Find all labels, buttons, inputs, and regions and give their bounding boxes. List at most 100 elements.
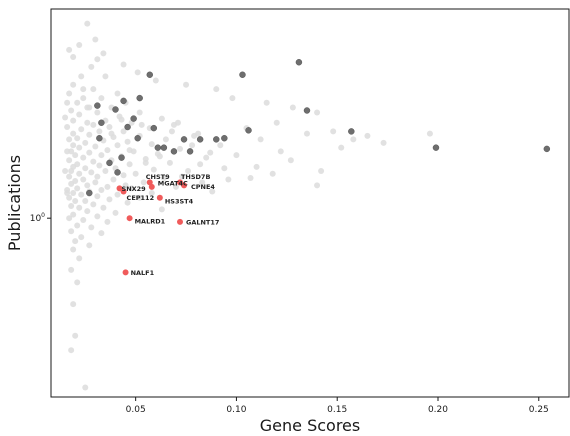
background-point-164 [233, 152, 240, 159]
background-point-190 [170, 121, 177, 128]
background-point-87 [225, 176, 232, 183]
background-point-115 [100, 204, 107, 211]
background-point-36 [86, 131, 93, 138]
highlight-point-24 [118, 154, 125, 161]
x-tick-label-0.25: 0.25 [529, 405, 549, 415]
y-tick-label-100: 100 [30, 212, 45, 224]
background-point-175 [314, 182, 321, 189]
background-point-184 [62, 168, 69, 175]
highlight-point-6 [432, 144, 440, 151]
background-point-163 [257, 136, 264, 143]
background-point-1 [70, 54, 77, 61]
background-point-92 [122, 182, 129, 189]
highlight-point-2 [239, 71, 246, 78]
background-point-96 [74, 185, 81, 192]
background-point-45 [148, 141, 155, 148]
background-point-145 [134, 69, 141, 76]
background-point-61 [203, 154, 210, 161]
background-point-90 [92, 179, 99, 186]
highlight-point-28 [124, 123, 131, 131]
background-point-166 [189, 142, 196, 149]
background-point-91 [68, 180, 75, 187]
background-point-173 [199, 179, 206, 186]
x-tick-label-0.20: 0.20 [428, 405, 448, 415]
background-point-83 [94, 173, 101, 180]
background-point-75 [68, 168, 75, 175]
background-point-79 [132, 170, 139, 177]
background-point-27 [90, 121, 97, 128]
background-point-18 [94, 109, 101, 116]
background-point-10 [80, 95, 87, 102]
background-point-99 [98, 186, 105, 193]
highlight-points [86, 59, 551, 197]
highlight-point-23 [96, 135, 103, 142]
y-axis-ticks: 100 [30, 212, 51, 224]
highlight-point-22 [134, 135, 141, 142]
gene-label-cep112: CEP112 [127, 194, 155, 202]
background-point-170 [269, 170, 276, 177]
highlight-point-13 [170, 148, 178, 155]
background-point-189 [138, 121, 145, 128]
background-point-11 [98, 95, 105, 102]
background-point-4 [78, 73, 85, 80]
background-point-139 [82, 384, 89, 391]
background-point-119 [112, 209, 119, 216]
background-point-86 [110, 176, 117, 183]
background-point-159 [380, 139, 387, 146]
background-point-183 [64, 148, 71, 155]
background-point-49 [92, 143, 99, 150]
background-point-8 [114, 90, 121, 97]
highlight-point-14 [186, 148, 194, 155]
background-point-112 [124, 199, 131, 206]
background-point-122 [66, 215, 73, 222]
background-point-123 [80, 216, 87, 223]
highlight-point-12 [160, 144, 168, 151]
background-point-165 [197, 161, 204, 168]
background-point-110 [82, 198, 89, 205]
gene-point-malrd1 [126, 215, 133, 222]
background-point-76 [102, 168, 109, 175]
background-point-179 [126, 147, 133, 154]
background-point-121 [94, 213, 101, 220]
background-point-93 [84, 182, 91, 189]
highlight-point-0 [86, 189, 93, 197]
background-point-106 [94, 193, 101, 200]
background-point-186 [80, 86, 87, 93]
labeled-gene-points [116, 179, 188, 276]
highlight-point-3 [295, 59, 303, 66]
background-point-50 [76, 144, 83, 151]
background-point-153 [273, 119, 280, 126]
background-point-178 [207, 149, 214, 156]
background-point-128 [98, 230, 105, 237]
background-point-16 [68, 107, 75, 114]
highlight-point-29 [94, 102, 101, 109]
background-point-172 [221, 165, 228, 172]
background-point-114 [68, 203, 75, 210]
background-point-176 [142, 159, 149, 166]
background-point-135 [74, 279, 81, 286]
background-point-182 [62, 114, 69, 121]
background-point-80 [76, 170, 83, 177]
background-point-146 [152, 77, 159, 84]
highlight-point-25 [114, 169, 121, 176]
background-point-100 [209, 188, 216, 195]
background-point-171 [247, 175, 254, 182]
background-point-117 [158, 206, 165, 213]
x-tick-label-0.15: 0.15 [327, 405, 347, 415]
background-point-150 [263, 99, 270, 106]
background-point-148 [213, 86, 220, 93]
gene-label-hs3st4: HS3ST4 [165, 197, 194, 205]
gene-label-chst9: CHST9 [146, 173, 170, 181]
background-point-48 [217, 142, 224, 149]
background-point-118 [84, 208, 91, 215]
background-point-188 [118, 116, 125, 123]
background-point-89 [140, 179, 147, 186]
highlight-point-27 [106, 159, 113, 167]
gene-point-galnt17 [176, 218, 183, 225]
background-point-132 [70, 246, 77, 253]
highlight-point-18 [245, 127, 252, 134]
gene-point-mgat4c [148, 183, 155, 190]
background-point-66 [166, 159, 173, 166]
background-point-147 [183, 81, 190, 88]
background-point-94 [172, 183, 179, 190]
